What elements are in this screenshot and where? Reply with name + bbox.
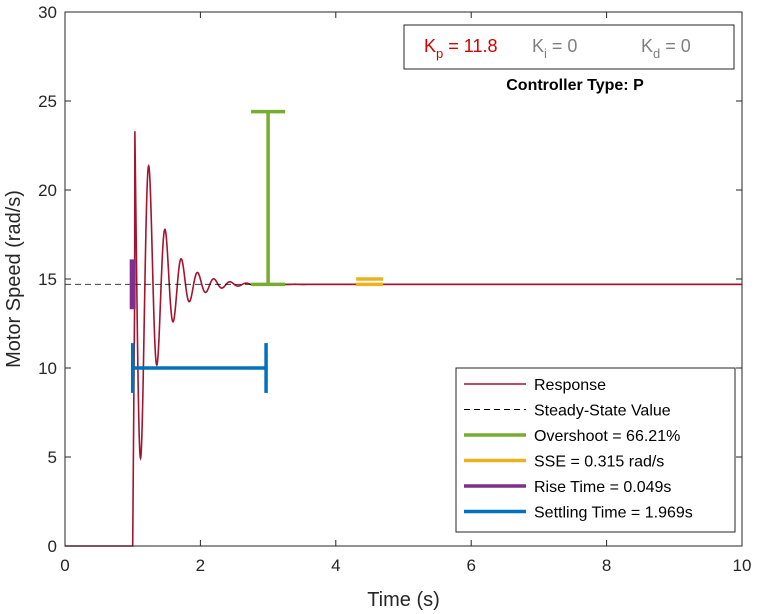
gain-kd-symbol: K (641, 36, 653, 56)
gain-ki-subscript: i (544, 46, 547, 61)
x-axis-label: Time (s) (367, 589, 440, 611)
gain-kd: Kd = 0 (641, 36, 691, 61)
gain-ki-symbol: K (532, 36, 544, 56)
gain-ki-value: = 0 (547, 36, 578, 56)
x-tick-label-0: 0 (60, 556, 69, 575)
gain-ki: Ki = 0 (532, 36, 577, 61)
gain-annotation: Kp = 11.8 Ki = 0 Kd = 0 (403, 24, 735, 70)
gain-box (403, 24, 735, 70)
gain-kd-subscript: d (653, 46, 660, 61)
y-tick-label-2: 10 (38, 359, 57, 378)
x-tick-label-2: 4 (331, 556, 340, 575)
legend: Response Steady-State Value Overshoot = 66… (455, 367, 736, 533)
legend-label-0: Response (534, 377, 606, 394)
gain-kp-value: = 11.8 (443, 36, 497, 56)
gain-kd-value: = 0 (660, 36, 691, 56)
legend-box (455, 367, 736, 533)
y-tick-label-0: 0 (48, 537, 57, 556)
y-tick-label-4: 20 (38, 181, 57, 200)
gain-kp-symbol: K (424, 36, 436, 56)
legend-label-1: Steady-State Value (534, 403, 671, 420)
legend-label-5: Settling Time = 1.969s (534, 505, 693, 522)
legend-label-2: Overshoot = 66.21% (534, 428, 680, 445)
x-tick-label-1: 2 (196, 556, 205, 575)
gain-kp: Kp = 11.8 (424, 36, 497, 61)
y-tick-label-1: 5 (48, 448, 57, 467)
plot-area (65, 12, 742, 547)
x-tick-label-4: 8 (602, 556, 611, 575)
y-tick-label-5: 25 (38, 92, 57, 111)
x-tick-label-5: 10 (733, 556, 752, 575)
axes: 0 2 4 6 8 10 0 5 10 15 20 25 30 (38, 3, 751, 575)
legend-label-4: Rise Time = 0.049s (534, 479, 671, 496)
gain-kp-subscript: p (436, 46, 443, 61)
x-tick-label-3: 6 (466, 556, 475, 575)
legend-label-3: SSE = 0.315 rad/s (534, 454, 664, 471)
y-tick-label-6: 30 (38, 3, 57, 22)
controller-type-label: Controller Type: P (506, 77, 644, 94)
y-axis-label: Motor Speed (rad/s) (3, 190, 25, 368)
y-tick-label-3: 15 (38, 270, 57, 289)
